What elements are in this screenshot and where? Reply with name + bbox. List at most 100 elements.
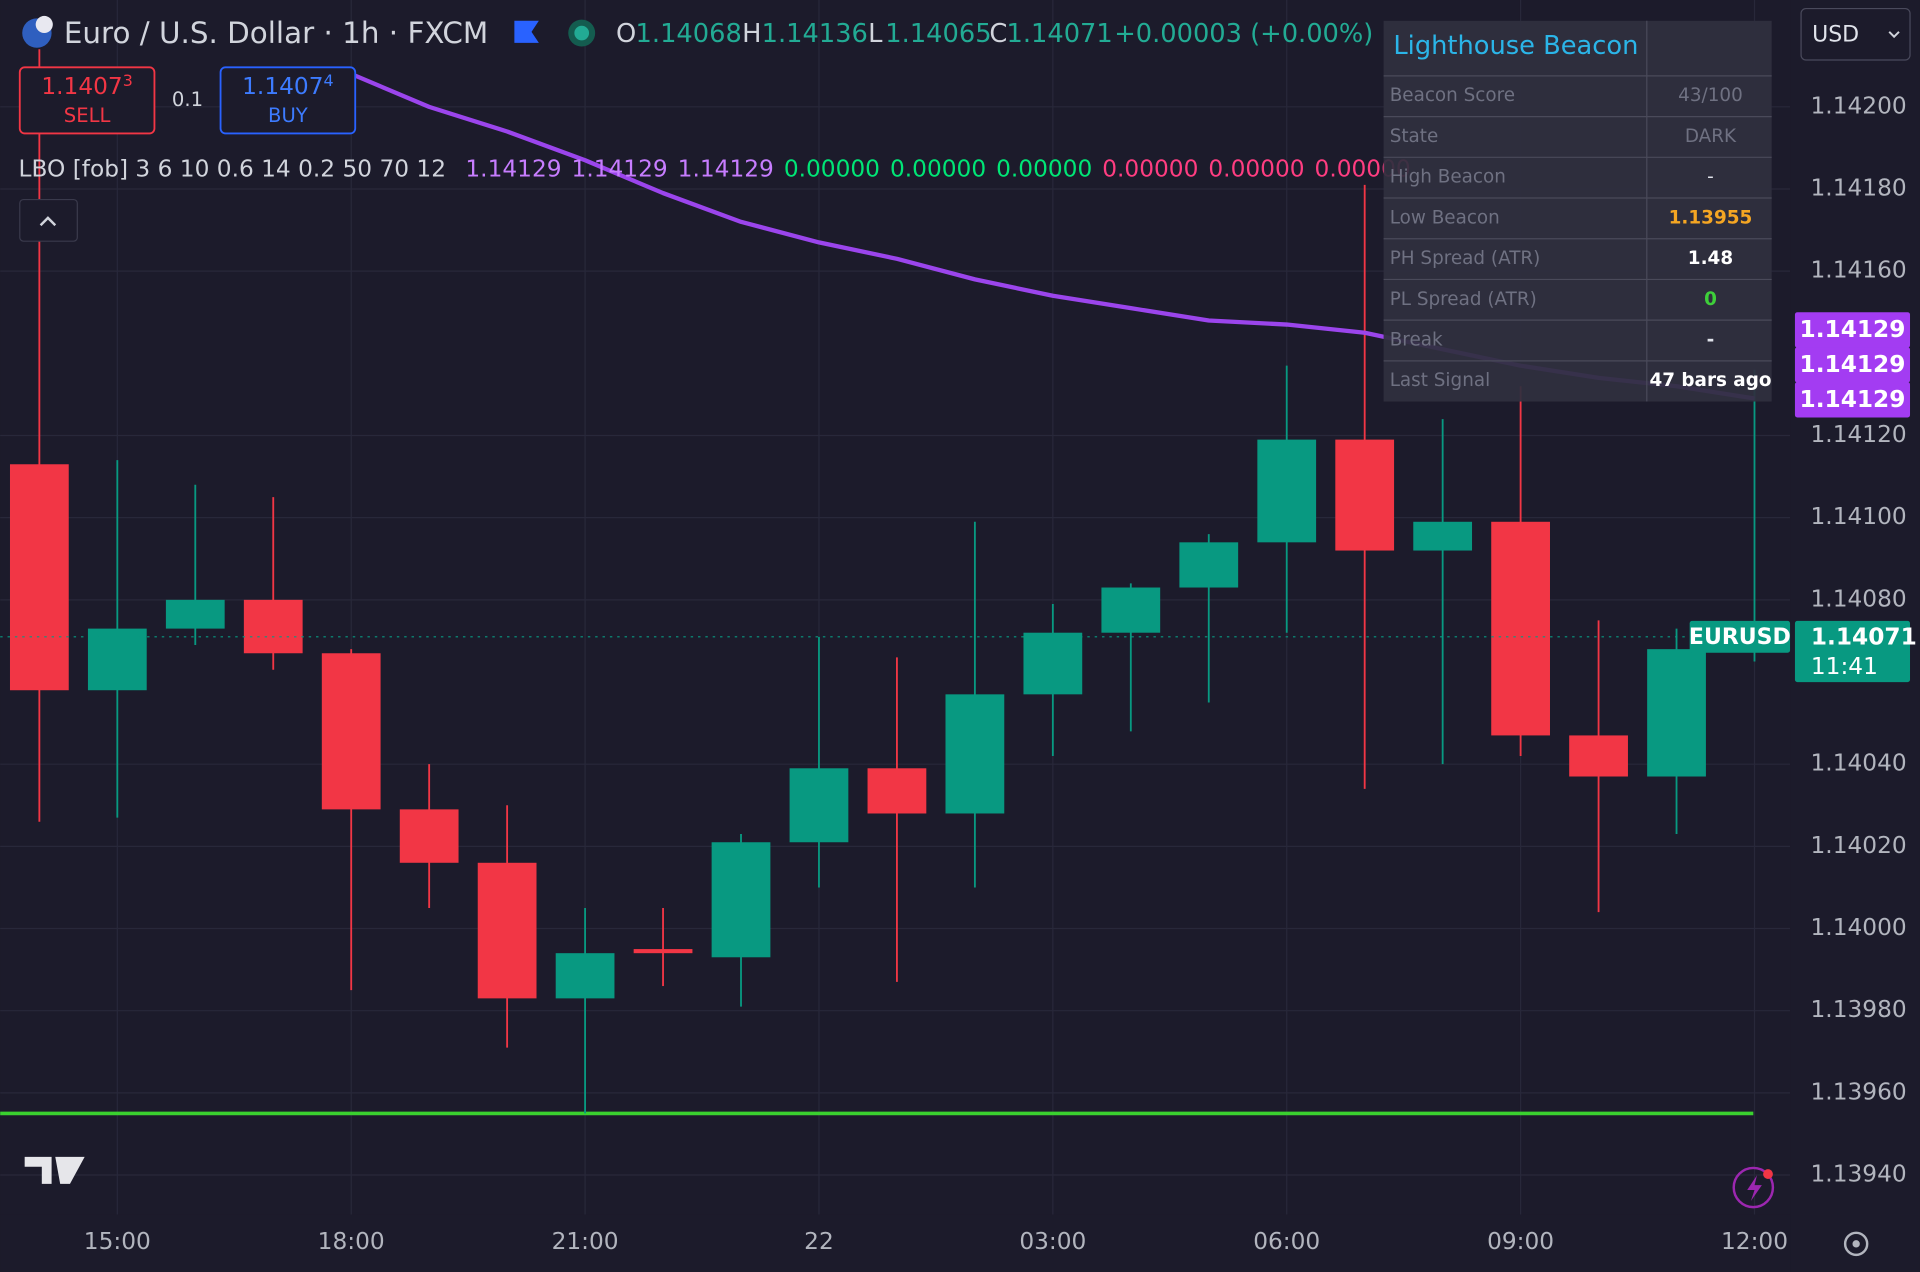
indicator-name: LBO [fob] 3 6 10 0.6 14 0.2 50 70 12 [19,156,446,183]
table-cell-value: 1.48 [1688,248,1733,269]
ma-price-label: 1.14129 [1800,316,1906,343]
ma-price-box [1794,381,1911,418]
candle-body [945,694,1005,814]
sell-price-pip: 3 [123,70,133,89]
table-cell-label: Break [1390,329,1443,350]
ohlc-value: 1.14071 [1007,19,1113,49]
flag-icon[interactable] [514,20,539,43]
candle-body [1179,542,1239,588]
x-tick-label: 09:00 [1487,1228,1554,1255]
alert-badge [1763,1169,1773,1179]
symbol-icon-flag [35,15,53,34]
table-background [1383,20,1772,402]
collapse-button[interactable] [19,198,78,242]
table-cell-value: - [1707,329,1715,350]
y-tick-label: 1.14100 [1811,503,1907,530]
candle-body [1647,649,1706,777]
ohlc-value: 1.14136 [762,19,868,49]
table-cell-label: PH Spread (ATR) [1390,248,1541,269]
currency-button[interactable] [1800,7,1911,61]
ohlc-value: 1.14068 [636,19,742,49]
symbol-box [1689,620,1791,653]
candle-body [477,862,537,999]
plot [0,49,1757,1116]
candle-body [711,842,771,958]
ohlc-label: H [742,19,761,49]
indicator-value: 0.00000 [890,156,986,183]
indicator-value: 1.14129 [572,156,668,183]
sell-label: SELL [64,104,111,127]
sell-button[interactable] [18,66,156,135]
candle-body [555,953,615,999]
table-cell-label: State [1390,126,1439,147]
y-tick-label: 1.14000 [1811,914,1907,941]
collapse-icon [39,216,57,227]
buy-button[interactable] [219,66,357,135]
candle-body [399,809,459,863]
indicator-value: 0.00000 [1208,156,1304,183]
y-tick-label: 1.14020 [1811,832,1907,859]
buy-label: BUY [268,104,308,127]
y-tick-label: 1.14200 [1811,92,1907,119]
indicator-value: 1.14129 [465,156,561,183]
table-title: Lighthouse Beacon [1393,31,1638,61]
ma-price-label: 1.14129 [1800,351,1906,378]
table-cell-label: Last Signal [1390,370,1490,391]
ohlc-label: C [989,19,1007,49]
candle-body [1335,439,1395,551]
ohlc-label: L [868,19,883,49]
table-cell-value: 1.13955 [1669,207,1753,228]
ohlc-value: 1.14065 [885,19,991,49]
sell-price-main: 1.1407 [41,72,122,99]
x-tick-label: 03:00 [1019,1228,1086,1255]
alert-bolt [1747,1175,1762,1201]
ma-price-box [1794,312,1911,348]
axes: 1.13940 1.13960 1.13980 1.14000 1.14020 1.140… [84,92,1917,1255]
table-cell-value: 47 bars ago [1649,370,1771,391]
candle-body [867,768,927,814]
x-tick-label: 18:00 [318,1228,385,1255]
y-tick-label: 1.14120 [1811,421,1907,448]
y-tick-label: 1.13980 [1811,996,1907,1023]
indicator-value: 1.14129 [678,156,774,183]
candle-body [1101,587,1161,633]
y-tick-label: 1.13960 [1811,1078,1907,1105]
table-cell-value: 43/100 [1678,85,1743,106]
settings-icon-center [1852,1240,1860,1248]
alert-icon[interactable] [1732,1166,1775,1209]
candle-body [243,599,303,654]
candle-body [321,653,381,810]
currency-label: USD [1812,23,1859,48]
x-tick-label: 22 [804,1228,834,1255]
indicator-values: 1.14129 1.14129 1.14129 0.00000 0.00000 0.000… [465,156,1410,183]
indicator-value: 0.00000 [996,156,1092,183]
countdown-label: 11:41 [1811,653,1878,680]
candle-body [1257,439,1317,543]
candle-body [633,949,693,954]
table-cell-label: Low Beacon [1390,207,1500,228]
table-cell-label: PL Spread (ATR) [1390,289,1537,310]
buy-price-pip: 4 [324,70,334,89]
candle-body [165,599,225,629]
ma-price-box [1794,347,1911,383]
candle-body [87,628,147,691]
x-tick-label: 06:00 [1253,1228,1320,1255]
candle-body [789,768,849,843]
ohlc-label: O [616,19,636,49]
table-cell-value: 0 [1704,289,1717,310]
price-box [1794,620,1911,683]
candle-body [1491,521,1550,736]
candle-body [1569,735,1628,777]
table-cell-value: - [1707,167,1714,188]
candle-body [1413,521,1473,551]
y-tick-label: 1.14160 [1811,257,1907,284]
x-tick-label: 15:00 [84,1228,151,1255]
x-tick-label: 21:00 [552,1228,619,1255]
ma-price-label: 1.14129 [1800,386,1906,413]
beacon-table: Lighthouse Beacon Beacon Score 43/100 Stat… [1383,20,1772,402]
indicator-value: 0.00000 [1102,156,1198,183]
symbol-title: Euro / U.S. Dollar · 1h · FXCM [64,16,488,50]
settings-icon[interactable] [1843,1231,1869,1257]
